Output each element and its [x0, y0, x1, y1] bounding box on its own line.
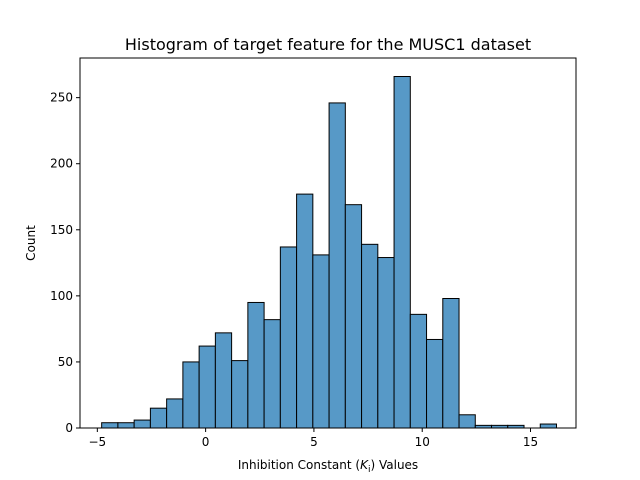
- x-tick-label: −5: [88, 435, 106, 449]
- histogram-bar: [328, 102, 346, 429]
- bars-group: [101, 76, 558, 429]
- histogram-bar: [117, 422, 135, 429]
- histogram-bar: [231, 360, 249, 429]
- histogram-bar: [539, 423, 558, 429]
- x-axis: −5 0 5 10 15: [88, 428, 538, 449]
- x-tick-label: 15: [523, 435, 538, 449]
- y-tick-label: 50: [58, 355, 73, 369]
- x-tick-label: 0: [202, 435, 210, 449]
- histogram-bar: [166, 398, 184, 429]
- histogram-bar: [426, 338, 444, 429]
- y-axis-label: Count: [24, 225, 38, 261]
- histogram-bar: [296, 193, 314, 429]
- histogram-bar: [312, 254, 330, 429]
- y-tick-label: 100: [50, 289, 73, 303]
- x-tick-label: 5: [310, 435, 318, 449]
- histogram-bar: [279, 246, 298, 429]
- histogram-bar: [182, 361, 200, 429]
- histogram-bar: [361, 243, 379, 429]
- histogram-bar: [101, 422, 119, 429]
- histogram-bar: [247, 301, 265, 429]
- histogram-bar: [214, 332, 233, 429]
- y-tick-label: 250: [50, 91, 73, 105]
- y-tick-label: 150: [50, 223, 73, 237]
- y-tick-label: 0: [65, 421, 73, 435]
- histogram-bar: [133, 419, 151, 429]
- x-axis-label: Inhibition Constant (Ki) Values: [238, 458, 418, 475]
- y-tick-label: 200: [50, 157, 73, 171]
- histogram-bar: [377, 257, 395, 429]
- plot-frame: [79, 57, 577, 429]
- x-tick-label: 10: [415, 435, 430, 449]
- histogram-bar: [393, 76, 411, 429]
- histogram-bar: [263, 319, 281, 429]
- histogram-bar: [198, 345, 216, 429]
- y-axis: 0 50 100 150 200 250: [50, 91, 80, 435]
- histogram-bar: [458, 414, 476, 429]
- histogram-bar: [149, 407, 168, 429]
- histogram-bar: [409, 313, 428, 429]
- chart-title: Histogram of target feature for the MUSC…: [125, 35, 531, 54]
- histogram-bar: [442, 298, 460, 429]
- histogram-bar: [344, 204, 363, 429]
